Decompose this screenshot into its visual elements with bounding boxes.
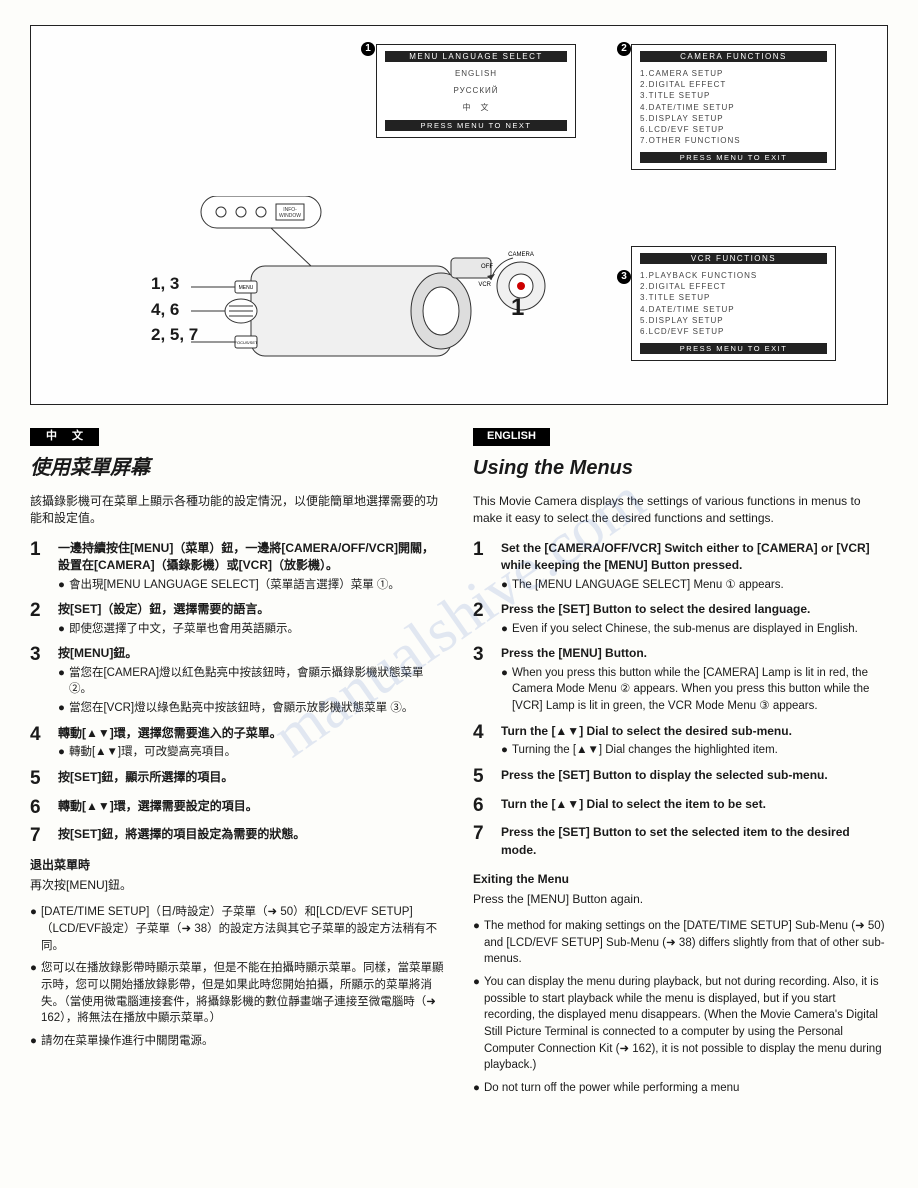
svg-text:VCR: VCR bbox=[478, 282, 491, 288]
exit-title-cn: 退出菜單時 bbox=[30, 857, 445, 874]
step-sub-text: ●Even if you select Chinese, the sub-men… bbox=[501, 621, 888, 638]
step-main-text: 一邊持續按住[MENU]（菜單）鈕，一邊將[CAMERA/OFF/VCR]開關，… bbox=[58, 540, 445, 575]
step-number: 2 bbox=[473, 601, 491, 637]
step-main-text: Press the [MENU] Button. bbox=[501, 645, 888, 662]
screen1-footer: PRESS MENU TO NEXT bbox=[385, 120, 567, 131]
step-sub-text: ●轉動[▲▼]環，可改變高亮項目。 bbox=[58, 744, 445, 761]
step-main-text: 按[SET]鈕，顯示所選擇的項目。 bbox=[58, 769, 445, 786]
step-main-text: Turn the [▲▼] Dial to select the desired… bbox=[501, 723, 888, 740]
step-number: 7 bbox=[30, 826, 48, 847]
exit-body-cn: 再次按[MENU]鈕。 bbox=[30, 877, 445, 894]
callout-2: 2 bbox=[617, 42, 631, 56]
en-note-0: ●The method for making settings on the [… bbox=[473, 918, 888, 968]
intro-chinese: 該攝錄影機可在菜單上顯示各種功能的設定情況，以便能簡單地選擇需要的功能和設定值。 bbox=[30, 493, 445, 528]
diagram-box: 1 2 3 MENU LANGUAGE SELECT ENGLISH РУССК… bbox=[30, 25, 888, 405]
step-sub-text: ●The [MENU LANGUAGE SELECT] Menu ① appea… bbox=[501, 577, 888, 594]
screen-menu-language: MENU LANGUAGE SELECT ENGLISH РУССКИЙ 中 文… bbox=[376, 44, 576, 138]
diagram-right-label: 1 bbox=[511, 294, 524, 322]
step-number: 7 bbox=[473, 824, 491, 861]
step-main-text: Press the [SET] Button to set the select… bbox=[501, 824, 888, 859]
step-sub-text: ●When you press this button while the [C… bbox=[501, 665, 888, 715]
cn-step-5: 5 按[SET]鈕，顯示所選擇的項目。 bbox=[30, 769, 445, 790]
badge-chinese: 中 文 bbox=[30, 428, 99, 446]
svg-text:CAMERA: CAMERA bbox=[508, 252, 534, 258]
step-main-text: Press the [SET] Button to display the se… bbox=[501, 767, 888, 784]
step-sub-text: ●會出現[MENU LANGUAGE SELECT]（菜單語言選擇）菜單 ①。 bbox=[58, 577, 445, 594]
heading-chinese: 使用菜單屏幕 bbox=[30, 454, 445, 483]
step-main-text: 按[SET]（設定）鈕，選擇需要的語言。 bbox=[58, 601, 445, 618]
en-step-2: 2 Press the [SET] Button to select the de… bbox=[473, 601, 888, 637]
notes-chinese: ●[DATE/TIME SETUP]（日/時設定）子菜單（➜ 50）和[LCD/… bbox=[30, 904, 445, 1049]
badge-english: ENGLISH bbox=[473, 428, 550, 446]
screen3-title: VCR FUNCTIONS bbox=[640, 253, 827, 264]
content-columns: 中 文 使用菜單屏幕 該攝錄影機可在菜單上顯示各種功能的設定情況，以便能簡單地選… bbox=[30, 427, 888, 1103]
heading-english: Using the Menus bbox=[473, 454, 888, 483]
step-number: 6 bbox=[473, 796, 491, 817]
cn-step-2: 2 按[SET]（設定）鈕，選擇需要的語言。 ●即使您選擇了中文，子菜單也會用英語顯… bbox=[30, 601, 445, 637]
cn-step-6: 6 轉動[▲▼]環，選擇需要設定的項目。 bbox=[30, 798, 445, 819]
step-main-text: 按[SET]鈕，將選擇的項目設定為需要的狀態。 bbox=[58, 826, 445, 843]
step-number: 5 bbox=[473, 767, 491, 788]
en-step-5: 5 Press the [SET] Button to display the s… bbox=[473, 767, 888, 788]
step-number: 3 bbox=[30, 645, 48, 716]
notes-english: ●The method for making settings on the [… bbox=[473, 918, 888, 1097]
step-number: 3 bbox=[473, 645, 491, 714]
screen-vcr-functions: VCR FUNCTIONS 1.PLAYBACK FUNCTIONS 2.DIG… bbox=[631, 246, 836, 361]
step-main-text: Press the [SET] Button to select the des… bbox=[501, 601, 888, 618]
svg-text:WINDOW: WINDOW bbox=[279, 213, 301, 219]
step-main-text: Turn the [▲▼] Dial to select the item to… bbox=[501, 796, 888, 813]
svg-text:MENU: MENU bbox=[239, 285, 254, 291]
cn-step-3: 3 按[MENU]鈕。 ●當您在[CAMERA]燈以紅色點亮中按該鈕時，會顯示攝錄影… bbox=[30, 645, 445, 716]
step-number: 1 bbox=[473, 540, 491, 593]
callout-1: 1 bbox=[361, 42, 375, 56]
en-step-7: 7 Press the [SET] Button to set the selec… bbox=[473, 824, 888, 861]
column-english: ENGLISH Using the Menus This Movie Camer… bbox=[473, 427, 888, 1103]
exit-body-en: Press the [MENU] Button again. bbox=[473, 891, 888, 908]
en-step-3: 3 Press the [MENU] Button. ●When you press… bbox=[473, 645, 888, 714]
camera-illustration: INFO- WINDOW MENU FOCUS/SET CAMERA OFF V… bbox=[191, 196, 571, 386]
diagram-left-labels: 1, 3 4, 6 2, 5, 7 bbox=[151, 271, 198, 348]
en-step-1: 1 Set the [CAMERA/OFF/VCR] Switch either … bbox=[473, 540, 888, 593]
cn-note-2: ●請勿在菜單操作進行中關閉電源。 bbox=[30, 1033, 445, 1050]
step-sub-text: ●當您在[CAMERA]燈以紅色點亮中按該鈕時，會顯示攝錄影機狀態菜單 ②。 bbox=[58, 665, 445, 698]
step-number: 4 bbox=[30, 725, 48, 761]
step-main-text: Set the [CAMERA/OFF/VCR] Switch either t… bbox=[501, 540, 888, 575]
en-note-1: ●You can display the menu during playbac… bbox=[473, 974, 888, 1074]
cn-step-7: 7 按[SET]鈕，將選擇的項目設定為需要的狀態。 bbox=[30, 826, 445, 847]
step-number: 6 bbox=[30, 798, 48, 819]
screen-camera-functions: CAMERA FUNCTIONS 1.CAMERA SETUP 2.DIGITA… bbox=[631, 44, 836, 170]
screen1-title: MENU LANGUAGE SELECT bbox=[385, 51, 567, 62]
step-sub-text: ●即使您選擇了中文，子菜單也會用英語顯示。 bbox=[58, 621, 445, 638]
step-sub-text: ●Turning the [▲▼] Dial changes the highl… bbox=[501, 742, 888, 759]
cn-note-1: ●您可以在播放錄影帶時顯示菜單，但是不能在拍攝時顯示菜單。同樣，當菜單顯示時，您… bbox=[30, 960, 445, 1027]
en-note-2: ●Do not turn off the power while perform… bbox=[473, 1080, 888, 1097]
step-number: 4 bbox=[473, 723, 491, 759]
screen2-footer: PRESS MENU TO EXIT bbox=[640, 152, 827, 163]
step-main-text: 按[MENU]鈕。 bbox=[58, 645, 445, 662]
screen3-footer: PRESS MENU TO EXIT bbox=[640, 343, 827, 354]
cn-step-4: 4 轉動[▲▼]環，選擇您需要進入的子菜單。 ●轉動[▲▼]環，可改變高亮項目。 bbox=[30, 725, 445, 761]
step-number: 2 bbox=[30, 601, 48, 637]
intro-english: This Movie Camera displays the settings … bbox=[473, 493, 888, 528]
step-main-text: 轉動[▲▼]環，選擇需要設定的項目。 bbox=[58, 798, 445, 815]
cn-step-1: 1 一邊持續按住[MENU]（菜單）鈕，一邊將[CAMERA/OFF/VCR]開關… bbox=[30, 540, 445, 593]
step-number: 5 bbox=[30, 769, 48, 790]
step-number: 1 bbox=[30, 540, 48, 593]
step-main-text: 轉動[▲▼]環，選擇您需要進入的子菜單。 bbox=[58, 725, 445, 742]
en-step-4: 4 Turn the [▲▼] Dial to select the desire… bbox=[473, 723, 888, 759]
callout-3: 3 bbox=[617, 270, 631, 284]
exit-title-en: Exiting the Menu bbox=[473, 871, 888, 888]
screen2-title: CAMERA FUNCTIONS bbox=[640, 51, 827, 62]
en-step-6: 6 Turn the [▲▼] Dial to select the item t… bbox=[473, 796, 888, 817]
column-chinese: 中 文 使用菜單屏幕 該攝錄影機可在菜單上顯示各種功能的設定情況，以便能簡單地選… bbox=[30, 427, 445, 1103]
svg-text:OFF: OFF bbox=[481, 264, 493, 270]
cn-note-0: ●[DATE/TIME SETUP]（日/時設定）子菜單（➜ 50）和[LCD/… bbox=[30, 904, 445, 954]
step-sub-text: ●當您在[VCR]燈以綠色點亮中按該鈕時，會顯示放影機狀態菜單 ③。 bbox=[58, 700, 445, 717]
svg-text:FOCUS/SET: FOCUS/SET bbox=[235, 340, 258, 345]
